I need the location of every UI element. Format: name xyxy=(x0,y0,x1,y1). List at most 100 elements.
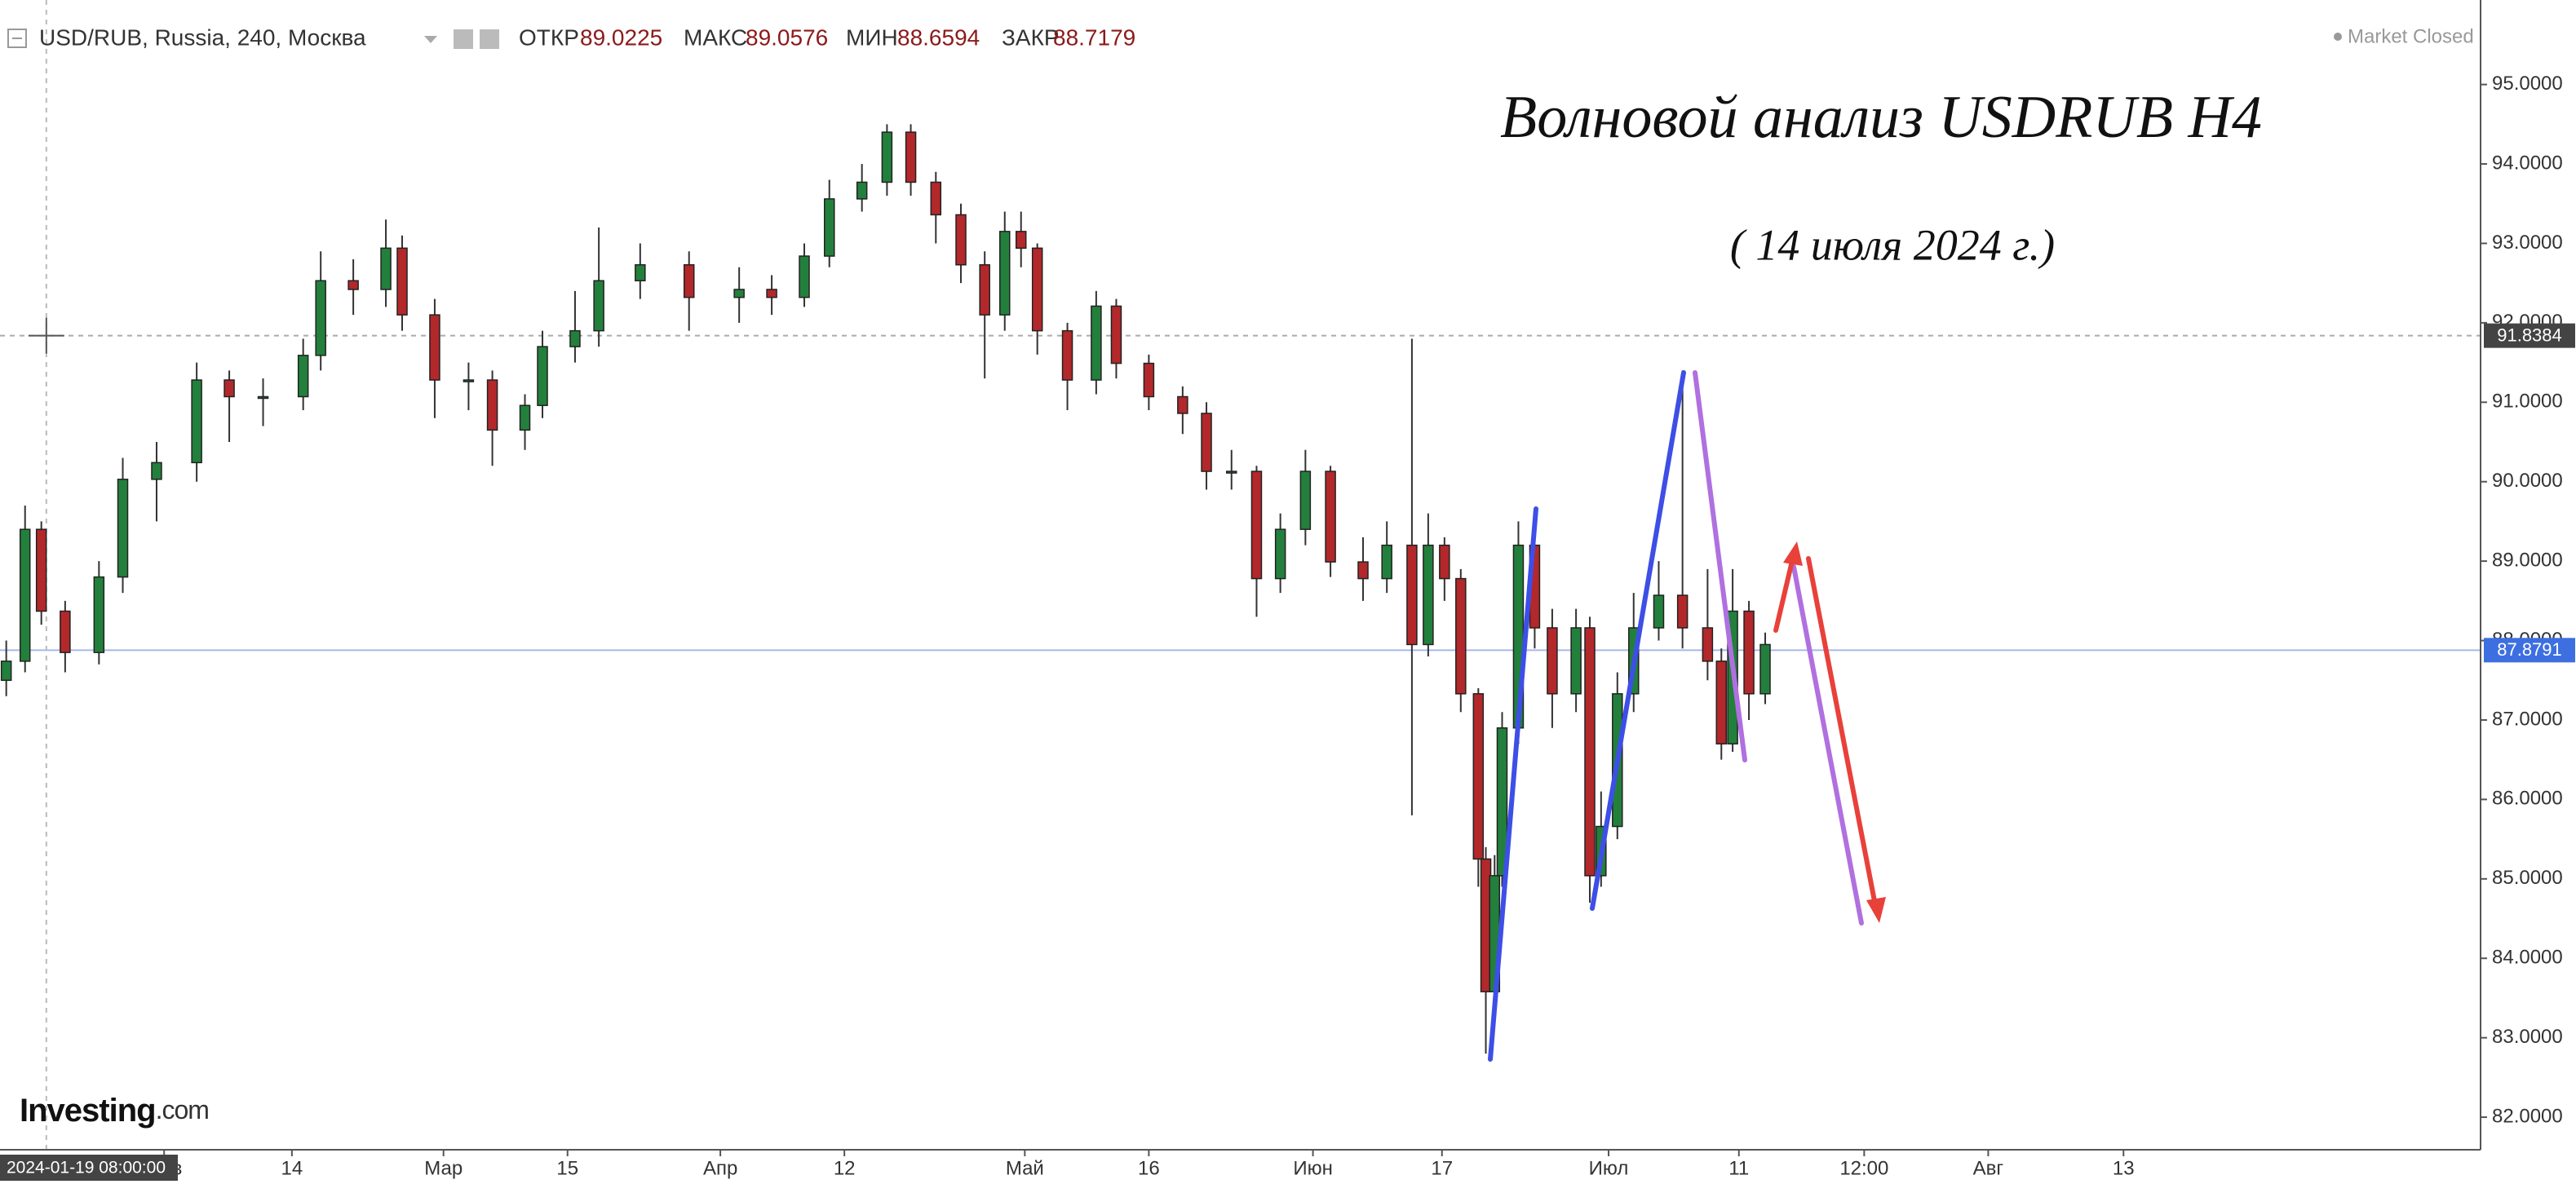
candle-body xyxy=(823,198,835,257)
candle-body xyxy=(191,379,202,464)
candle-body xyxy=(930,181,942,216)
open-label: ОТКР xyxy=(519,24,579,50)
x-tick-label: 15 xyxy=(556,1157,578,1179)
close-value: 88.7179 xyxy=(1053,24,1135,50)
candle-body xyxy=(1406,544,1418,646)
x-tick-label: 16 xyxy=(1138,1157,1160,1179)
collapse-icon[interactable] xyxy=(7,29,27,48)
y-tick-label: 82.0000 xyxy=(2492,1105,2563,1127)
y-tick-label: 87.0000 xyxy=(2492,708,2563,730)
wave-line xyxy=(1488,506,1538,1062)
candle-body xyxy=(1031,247,1043,332)
candle-body xyxy=(1759,643,1771,695)
candle-body xyxy=(1584,627,1596,877)
close-label: ЗАКР xyxy=(1002,24,1060,50)
candle-body xyxy=(463,379,475,382)
candle-body xyxy=(380,247,392,290)
candle-body xyxy=(1274,528,1286,580)
arrowhead xyxy=(1866,897,1886,923)
y-tick-label: 95.0000 xyxy=(2492,73,2563,95)
y-tick-label: 86.0000 xyxy=(2492,788,2563,810)
y-tick-label: 94.0000 xyxy=(2492,152,2563,174)
candle-body xyxy=(569,329,581,347)
logo: Investing.com xyxy=(20,1093,209,1129)
candle-body xyxy=(257,395,269,400)
candle-body xyxy=(537,346,548,406)
dropdown-icon[interactable] xyxy=(424,36,437,43)
candle-body xyxy=(297,355,309,398)
candle-body xyxy=(1570,627,1582,695)
candle-body xyxy=(635,264,646,282)
candle-body xyxy=(429,314,440,381)
last-price-label: 87.8791 xyxy=(2497,639,2562,660)
wave-line xyxy=(1693,370,1747,762)
candle-body xyxy=(1381,544,1392,580)
settings-icon[interactable] xyxy=(454,29,473,49)
settings-icon[interactable] xyxy=(480,29,499,49)
candle-body xyxy=(1715,660,1728,744)
x-tick-label: Май xyxy=(1006,1157,1044,1179)
candle-body xyxy=(1299,471,1312,530)
plot xyxy=(0,0,2481,1150)
candle-body xyxy=(1015,231,1027,250)
arrow xyxy=(1773,559,1795,633)
x-tick-label: Июн xyxy=(1293,1157,1333,1179)
candle-body xyxy=(683,264,695,298)
candle-body xyxy=(396,247,408,316)
high-label: МАКС xyxy=(684,24,747,50)
candle-body xyxy=(766,289,777,298)
candle-body xyxy=(1110,305,1122,364)
low-value: 88.6594 xyxy=(897,24,980,50)
crosshair-price-label: 91.8384 xyxy=(2497,325,2562,345)
x-tick-label: 12 xyxy=(834,1157,856,1179)
crosshair-time-box xyxy=(0,1155,178,1181)
candle-body xyxy=(0,660,12,682)
y-tick-label: 89.0000 xyxy=(2492,549,2563,571)
chart-subtitle: ( 14 июля 2024 г.) xyxy=(1730,220,2055,269)
candle-body xyxy=(1653,594,1665,629)
candle-body xyxy=(19,528,31,662)
candle-body xyxy=(1547,627,1558,695)
y-tick-label: 90.0000 xyxy=(2492,470,2563,492)
candle-body xyxy=(1439,544,1450,580)
y-tick-label: 91.0000 xyxy=(2492,391,2563,413)
candle-body xyxy=(519,404,531,431)
candle-body xyxy=(151,462,162,480)
candle-body xyxy=(979,264,990,316)
x-tick-label: 11 xyxy=(1728,1157,1749,1179)
candle-body xyxy=(1472,693,1485,860)
status-dot xyxy=(2334,33,2342,41)
x-tick-label: 13 xyxy=(2113,1157,2135,1179)
candle-body xyxy=(799,255,810,298)
y-tick-label: 93.0000 xyxy=(2492,232,2563,254)
symbol[interactable]: USD/RUB, Russia, 240, Москва xyxy=(39,24,366,50)
candle-body xyxy=(1676,594,1689,629)
candle-body xyxy=(35,528,47,612)
x-tick-label: 17 xyxy=(1431,1157,1453,1179)
candle-body xyxy=(1091,305,1102,381)
logo-text: Investing xyxy=(20,1093,156,1129)
candle-body xyxy=(93,576,105,653)
x-tick-label: Авг xyxy=(1973,1157,2004,1179)
open-value: 89.0225 xyxy=(580,24,662,50)
x-tick-label: 12:00 xyxy=(1839,1157,1888,1179)
x-tick-label: Апр xyxy=(703,1157,737,1179)
candle-body xyxy=(1357,561,1369,580)
x-tick-label: 14 xyxy=(281,1157,303,1179)
candle-body xyxy=(1325,471,1336,563)
wave-line xyxy=(1791,564,1864,926)
candle-body xyxy=(224,379,235,398)
wave-annotations xyxy=(1488,370,1886,1062)
candle-body xyxy=(315,280,326,356)
candle-body xyxy=(1177,395,1188,414)
candle-body xyxy=(593,280,604,332)
wave-line xyxy=(1590,370,1686,911)
candle-body xyxy=(117,479,129,578)
high-value: 89.0576 xyxy=(746,24,828,50)
last-price-box xyxy=(2484,638,2575,663)
candle-body xyxy=(1455,577,1467,695)
x-tick-label: Мар xyxy=(424,1157,463,1179)
